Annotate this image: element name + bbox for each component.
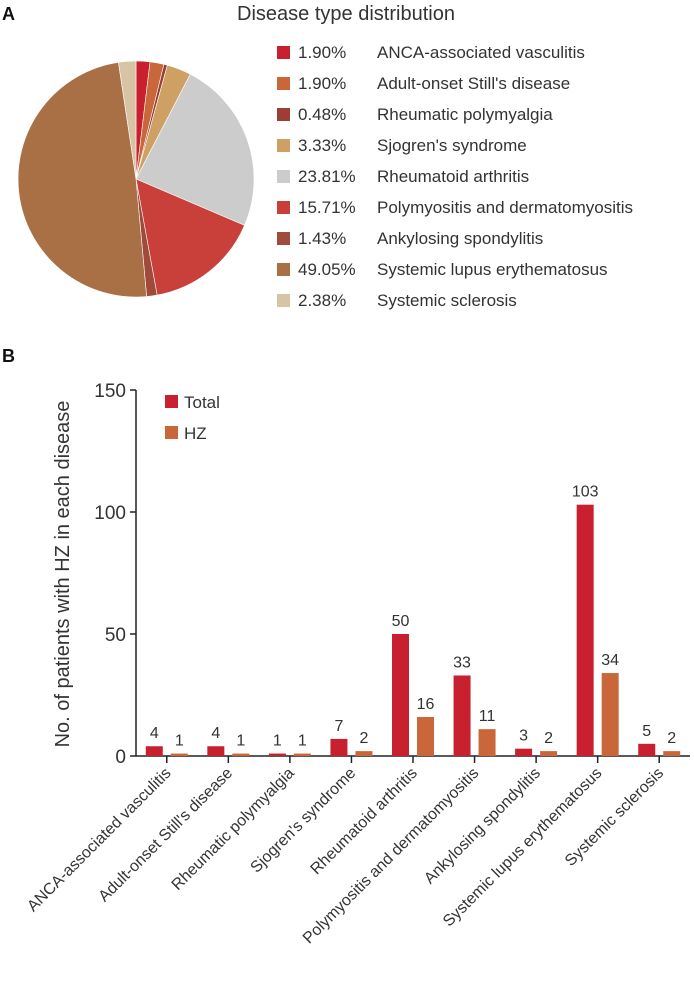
bar-value-hz-rheumatic-polymyalgia: 1 <box>298 733 307 750</box>
legend-swatch-systemic-lupus-erythematosus <box>277 263 290 276</box>
legend-pct-ankylosing-spondylitis: 1.43% <box>298 229 346 248</box>
bar-hz-rheumatic-polymyalgia <box>293 753 311 756</box>
pie-slice-systemic-lupus-erythematosus <box>17 61 147 298</box>
bar-legend-label-hz: HZ <box>184 424 207 443</box>
bar-value-total-anca-associated-vasculitis: 4 <box>150 725 159 742</box>
bar-value-total-systemic-sclerosis: 5 <box>642 723 651 740</box>
bar-value-hz-adult-onset-still-s-disease: 1 <box>236 733 245 750</box>
bar-value-total-ankylosing-spondylitis: 3 <box>519 728 528 745</box>
legend-name-ankylosing-spondylitis: Ankylosing spondylitis <box>377 229 543 248</box>
x-category-label-rheumatic-polymyalgia: Rheumatic polymyalgia <box>169 765 298 894</box>
legend-pct-adult-onset-still-s-disease: 1.90% <box>298 74 346 93</box>
legend-pct-rheumatic-polymyalgia: 0.48% <box>298 105 346 124</box>
bar-hz-adult-onset-still-s-disease <box>232 753 250 756</box>
legend-swatch-rheumatoid-arthritis <box>277 170 290 183</box>
bar-total-systemic-lupus-erythematosus <box>576 504 594 756</box>
bar-hz-systemic-lupus-erythematosus <box>601 673 619 756</box>
legend-pct-rheumatoid-arthritis: 23.81% <box>298 167 356 186</box>
bar-total-polymyositis-and-dermatomyositis <box>453 675 471 756</box>
legend-name-anca-associated-vasculitis: ANCA-associated vasculitis <box>377 43 585 62</box>
legend-name-adult-onset-still-s-disease: Adult-onset Still's disease <box>377 74 570 93</box>
y-tick-label-0: 0 <box>115 747 126 768</box>
legend-swatch-polymyositis-and-dermatomyositis <box>277 201 290 214</box>
bar-legend-label-total: Total <box>184 393 220 412</box>
legend-name-rheumatic-polymyalgia: Rheumatic polymyalgia <box>377 105 553 124</box>
legend-swatch-sjogren-s-syndrome <box>277 139 290 152</box>
y-axis-label: No. of patients with HZ in each disease <box>52 401 74 748</box>
bar-hz-sjogren-s-syndrome <box>355 751 373 756</box>
bar-total-systemic-sclerosis <box>638 743 656 756</box>
bar-value-total-polymyositis-and-dermatomyositis: 33 <box>453 654 471 671</box>
bar-value-total-adult-onset-still-s-disease: 4 <box>211 725 220 742</box>
bar-hz-ankylosing-spondylitis <box>540 751 558 756</box>
x-category-label-rheumatoid-arthritis: Rheumatoid arthritis <box>308 765 421 878</box>
bar-legend-swatch-total <box>165 395 178 408</box>
y-tick-label-50: 50 <box>105 625 126 646</box>
bar-value-hz-polymyositis-and-dermatomyositis: 11 <box>479 708 496 725</box>
bar-total-rheumatoid-arthritis <box>392 634 409 756</box>
bar-value-total-sjogren-s-syndrome: 7 <box>334 718 343 735</box>
pie-chart <box>17 60 255 298</box>
y-tick-label-100: 100 <box>94 503 126 524</box>
x-category-label-ankylosing-spondylitis: Ankylosing spondylitis <box>421 765 544 888</box>
bar-value-hz-ankylosing-spondylitis: 2 <box>544 730 553 747</box>
bar-total-anca-associated-vasculitis <box>145 746 163 756</box>
legend-swatch-systemic-sclerosis <box>277 294 290 307</box>
bar-value-hz-systemic-sclerosis: 2 <box>667 730 676 747</box>
legend-name-sjogren-s-syndrome: Sjogren's syndrome <box>377 136 527 155</box>
bar-hz-anca-associated-vasculitis <box>170 753 188 756</box>
pie-slice-polymyositis-and-dermatomyositis <box>135 178 245 296</box>
legend-swatch-rheumatic-polymyalgia <box>277 108 290 121</box>
bar-value-total-systemic-lupus-erythematosus: 103 <box>572 484 599 501</box>
x-category-label-sjogren-s-syndrome: Sjogren's syndrome <box>248 765 360 877</box>
legend-name-rheumatoid-arthritis: Rheumatoid arthritis <box>377 167 529 186</box>
bar-value-hz-sjogren-s-syndrome: 2 <box>359 730 368 747</box>
bar-hz-systemic-sclerosis <box>663 751 681 756</box>
bar-legend-swatch-hz <box>165 426 178 439</box>
bar-total-sjogren-s-syndrome <box>330 738 348 756</box>
legend-name-systemic-sclerosis: Systemic sclerosis <box>377 291 517 310</box>
panel-a-label: A <box>2 4 15 24</box>
bar-value-total-rheumatoid-arthritis: 50 <box>392 613 410 630</box>
bar-total-ankylosing-spondylitis <box>515 748 533 756</box>
pie-slice-systemic-sclerosis <box>118 60 137 180</box>
bar-value-hz-systemic-lupus-erythematosus: 34 <box>601 652 619 669</box>
y-tick-label-150: 150 <box>94 381 126 402</box>
pie-title: Disease type distribution <box>237 3 455 25</box>
bar-value-hz-anca-associated-vasculitis: 1 <box>175 733 184 750</box>
bar-hz-polymyositis-and-dermatomyositis <box>478 729 496 756</box>
bar-value-total-rheumatic-polymyalgia: 1 <box>273 733 282 750</box>
legend-swatch-ankylosing-spondylitis <box>277 232 290 245</box>
legend-pct-polymyositis-and-dermatomyositis: 15.71% <box>298 198 356 217</box>
bar-value-hz-rheumatoid-arthritis: 16 <box>417 696 435 713</box>
bar-total-adult-onset-still-s-disease <box>207 746 225 756</box>
pie-slice-rheumatoid-arthritis <box>135 73 255 226</box>
bar-total-rheumatic-polymyalgia <box>268 753 286 756</box>
bar-hz-rheumatoid-arthritis <box>417 716 434 756</box>
legend-pct-sjogren-s-syndrome: 3.33% <box>298 136 346 155</box>
panel-b-label: B <box>2 346 15 366</box>
legend-pct-systemic-sclerosis: 2.38% <box>298 291 346 310</box>
pie-legend: 1.90% ANCA-associated vasculitis 1.90% Adul… <box>277 43 633 310</box>
legend-swatch-adult-onset-still-s-disease <box>277 77 290 90</box>
legend-name-systemic-lupus-erythematosus: Systemic lupus erythematosus <box>377 260 608 279</box>
legend-pct-systemic-lupus-erythematosus: 49.05% <box>298 260 356 279</box>
legend-name-polymyositis-and-dermatomyositis: Polymyositis and dermatomyositis <box>377 198 633 217</box>
legend-pct-anca-associated-vasculitis: 1.90% <box>298 43 346 62</box>
legend-swatch-anca-associated-vasculitis <box>277 46 290 59</box>
